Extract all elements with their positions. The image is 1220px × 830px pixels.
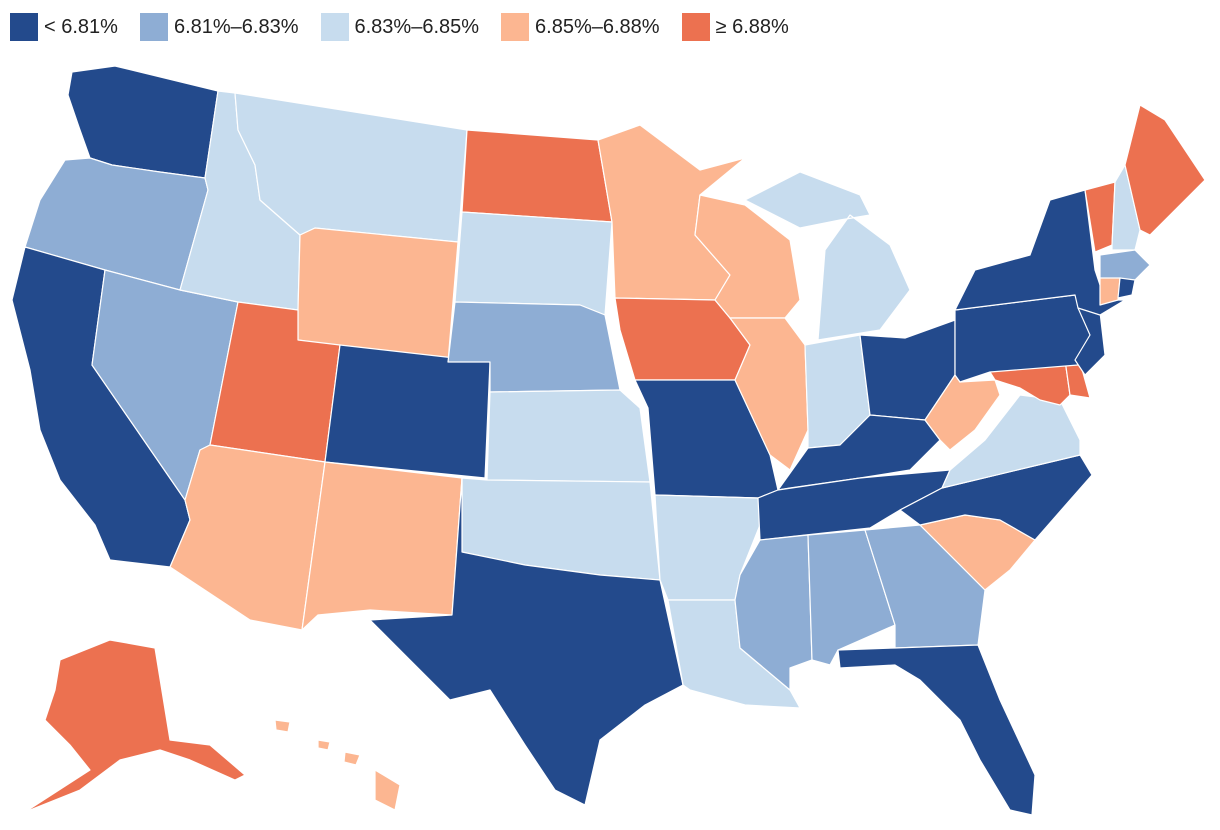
legend-item-bin1: < 6.81% — [10, 13, 118, 41]
state-me[interactable] — [1124, 104, 1206, 236]
state-ma[interactable] — [1099, 249, 1151, 281]
state-ri[interactable] — [1117, 277, 1136, 299]
legend-label-bin1: < 6.81% — [44, 15, 118, 38]
legend-item-bin5: ≥ 6.88% — [681, 13, 789, 41]
map-legend: < 6.81% 6.81%–6.83% 6.83%–6.85% 6.85%–6.… — [10, 13, 811, 41]
state-ct[interactable] — [1099, 277, 1121, 306]
state-ks[interactable] — [486, 389, 651, 483]
state-mi[interactable] — [744, 171, 911, 341]
state-nd[interactable] — [461, 129, 613, 223]
legend-item-bin4: 6.85%–6.88% — [501, 13, 660, 41]
legend-label-bin5: ≥ 6.88% — [715, 15, 789, 38]
legend-swatch-bin1 — [10, 13, 38, 41]
legend-swatch-bin3 — [320, 13, 349, 41]
state-nm[interactable] — [301, 461, 463, 631]
state-tx[interactable] — [369, 477, 684, 806]
legend-swatch-bin5 — [681, 13, 710, 41]
state-il[interactable] — [729, 317, 809, 471]
legend-label-bin4: 6.85%–6.88% — [535, 15, 660, 38]
legend-label-bin3: 6.83%–6.85% — [354, 15, 480, 38]
state-ak[interactable] — [24, 639, 246, 813]
legend-label-bin2: 6.81%–6.83% — [173, 15, 299, 38]
legend-swatch-bin4 — [501, 13, 530, 41]
legend-item-bin2: 6.81%–6.83% — [139, 13, 299, 41]
state-co[interactable] — [324, 344, 491, 479]
state-hi[interactable] — [274, 719, 401, 811]
state-sd[interactable] — [454, 211, 613, 316]
state-az[interactable] — [169, 444, 326, 631]
legend-item-bin3: 6.83%–6.85% — [320, 13, 480, 41]
state-wy[interactable] — [297, 227, 459, 363]
state-fl[interactable] — [837, 644, 1036, 816]
legend-swatch-bin2 — [139, 13, 168, 41]
